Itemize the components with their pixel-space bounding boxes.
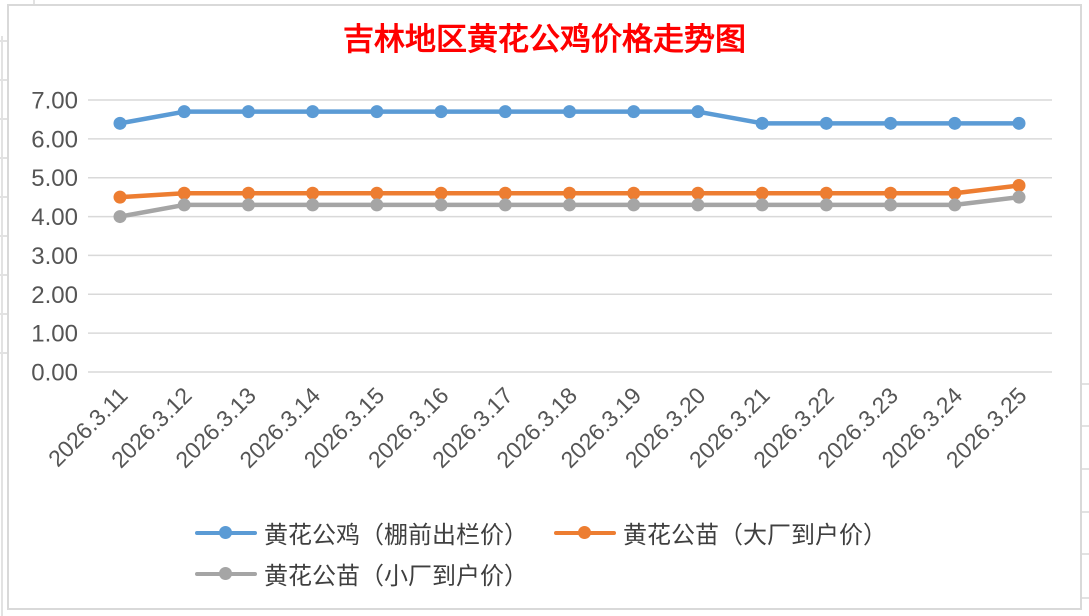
legend-item-label: 黄花公苗（小厂到户价） xyxy=(264,564,528,590)
data-point[interactable] xyxy=(434,105,448,119)
y-axis-label: 2.00 xyxy=(31,282,78,309)
legend-item-0[interactable]: 黄花公鸡（棚前出栏价） xyxy=(195,512,528,553)
sheet-gridline xyxy=(0,40,7,42)
data-point[interactable] xyxy=(755,116,769,130)
sheet-gridline xyxy=(1,36,3,616)
data-point[interactable] xyxy=(819,198,833,212)
legend-item-label: 黄花公苗（大厂到户价） xyxy=(623,523,887,549)
data-point[interactable] xyxy=(884,198,898,212)
data-point[interactable] xyxy=(948,116,962,130)
data-point[interactable] xyxy=(177,105,191,119)
sheet-gridline xyxy=(1082,468,1089,470)
data-point[interactable] xyxy=(241,186,255,200)
y-axis-label: 0.00 xyxy=(31,360,78,387)
data-point[interactable] xyxy=(241,198,255,212)
y-axis-label: 6.00 xyxy=(31,126,78,153)
y-axis-label: 7.00 xyxy=(31,88,78,115)
data-point[interactable] xyxy=(691,186,705,200)
sheet-gridline xyxy=(0,79,7,81)
legend[interactable]: 黄花公鸡（棚前出栏价） 黄花公苗（大厂到户价） 黄花公苗（小厂到户价） xyxy=(195,512,935,594)
data-point[interactable] xyxy=(1012,116,1026,130)
data-point[interactable] xyxy=(948,186,962,200)
data-point[interactable] xyxy=(627,186,641,200)
legend-line-marker-icon xyxy=(195,567,257,581)
y-axis-label: 1.00 xyxy=(31,321,78,348)
data-point[interactable] xyxy=(755,198,769,212)
sheet-gridline xyxy=(0,157,7,159)
data-point[interactable] xyxy=(241,105,255,119)
data-point[interactable] xyxy=(370,105,384,119)
data-point[interactable] xyxy=(177,198,191,212)
data-point[interactable] xyxy=(627,105,641,119)
data-point[interactable] xyxy=(370,186,384,200)
data-point[interactable] xyxy=(691,198,705,212)
legend-item-1[interactable]: 黄花公苗（大厂到户价） xyxy=(554,512,887,553)
data-point[interactable] xyxy=(113,210,127,224)
data-point[interactable] xyxy=(819,186,833,200)
data-point[interactable] xyxy=(434,186,448,200)
legend-item-2[interactable]: 黄花公苗（小厂到户价） xyxy=(195,553,528,594)
sheet-gridline xyxy=(1082,553,1089,555)
data-point[interactable] xyxy=(177,186,191,200)
data-point[interactable] xyxy=(1012,190,1026,204)
data-point[interactable] xyxy=(691,105,705,119)
sheet-gridline xyxy=(0,313,7,315)
sheet-gridline xyxy=(1082,597,1089,599)
sheet-gridline xyxy=(0,118,7,120)
data-point[interactable] xyxy=(498,105,512,119)
data-point[interactable] xyxy=(563,105,576,119)
sheet-gridline xyxy=(0,235,7,237)
chart-title[interactable]: 吉林地区黄花公鸡价格走势图 xyxy=(343,22,746,57)
y-axis-label: 3.00 xyxy=(31,243,78,270)
y-axis-label: 5.00 xyxy=(31,165,78,192)
data-point[interactable] xyxy=(563,198,576,212)
y-axis-label: 4.00 xyxy=(31,204,78,231)
sheet-gridline xyxy=(0,196,7,198)
data-point[interactable] xyxy=(498,186,512,200)
data-point[interactable] xyxy=(755,186,769,200)
data-point[interactable] xyxy=(113,190,127,204)
data-point[interactable] xyxy=(884,116,898,130)
data-point[interactable] xyxy=(306,105,320,119)
sheet-gridline xyxy=(1082,425,1089,427)
legend-line-marker-icon xyxy=(554,526,616,540)
sheet-gridline xyxy=(33,0,35,4)
data-point[interactable] xyxy=(819,116,833,130)
data-point[interactable] xyxy=(498,198,512,212)
data-point[interactable] xyxy=(948,198,962,212)
data-point[interactable] xyxy=(306,198,320,212)
sheet-gridline xyxy=(1082,511,1089,513)
data-point[interactable] xyxy=(370,198,384,212)
legend-item-label: 黄花公鸡（棚前出栏价） xyxy=(264,523,528,549)
sheet-gridline xyxy=(1082,383,1089,385)
data-point[interactable] xyxy=(1012,178,1026,192)
data-point[interactable] xyxy=(306,186,320,200)
sheet-gridline xyxy=(0,274,7,276)
data-point[interactable] xyxy=(884,186,898,200)
data-point[interactable] xyxy=(434,198,448,212)
data-point[interactable] xyxy=(113,116,127,130)
sheet-gridline xyxy=(0,352,7,354)
legend-line-marker-icon xyxy=(195,526,257,540)
chart-area[interactable] xyxy=(7,4,1082,610)
data-point[interactable] xyxy=(563,186,576,200)
data-point[interactable] xyxy=(627,198,641,212)
